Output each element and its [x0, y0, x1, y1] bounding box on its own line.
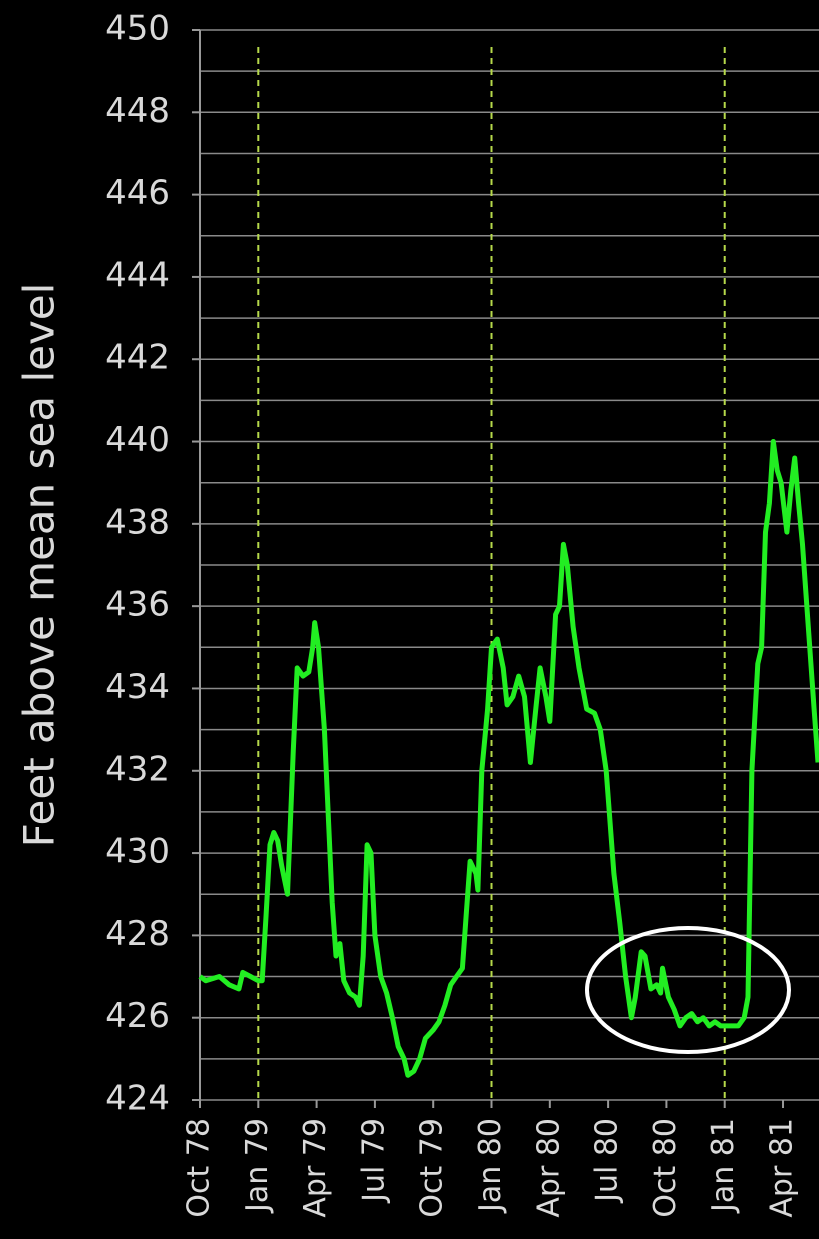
grid: 424 426 428 430 432 434 436 438 440 442 444 446 448 4… [105, 9, 819, 1218]
x-tick-label: Apr 81 [765, 1118, 800, 1218]
y-tick-label: 426 [105, 996, 170, 1036]
y-tick-label: 448 [105, 91, 170, 131]
x-tick-label: Apr 80 [531, 1118, 566, 1218]
marks [198, 439, 819, 1078]
y-tick-label: 438 [105, 502, 170, 542]
y-tick-label: 450 [105, 9, 170, 49]
y-tick-label: 424 [105, 1079, 170, 1119]
x-tick-label: Oct 80 [648, 1118, 683, 1218]
x-tick-label: Jan 81 [706, 1118, 741, 1214]
x-tick-label: Oct 79 [415, 1118, 450, 1218]
x-tick-label: Oct 78 [182, 1118, 217, 1218]
y-tick-label: 440 [105, 420, 170, 460]
y-tick-label: 444 [105, 255, 170, 295]
x-tick-label: Apr 79 [298, 1118, 333, 1218]
y-tick-label: 436 [105, 585, 170, 625]
y-tick-label: 428 [105, 914, 170, 954]
x-tick-label: Jul 79 [356, 1118, 391, 1204]
x-tick-label: Jul 80 [590, 1118, 625, 1204]
x-tick-label: Jan 80 [473, 1118, 508, 1214]
data-line [198, 439, 819, 1078]
y-tick-label: 442 [105, 338, 170, 378]
y-tick-label: 434 [105, 667, 170, 707]
y-tick-label: 446 [105, 173, 170, 213]
y-axis-label: Feet above mean sea level [15, 283, 64, 848]
highlight-ellipse [585, 926, 791, 1054]
y-tick-label: 430 [105, 832, 170, 872]
y-tick-label: 432 [105, 749, 170, 789]
x-tick-label: Jan 79 [240, 1118, 275, 1214]
